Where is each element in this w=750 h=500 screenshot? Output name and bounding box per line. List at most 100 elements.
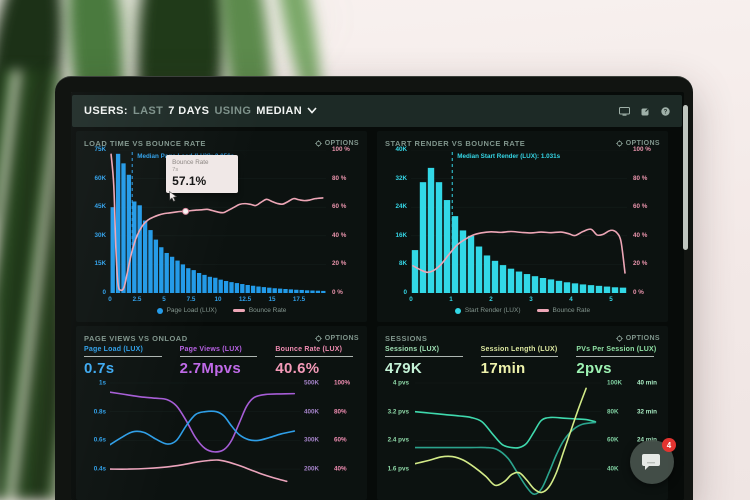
gear-icon [314, 139, 322, 147]
metric-value: 2.7Mpvs [179, 360, 241, 377]
chart-legend: Page Load (LUX) Bounce Rate [76, 307, 367, 314]
load-time-chart[interactable] [110, 150, 326, 293]
options-button[interactable]: OPTIONS [314, 139, 359, 147]
chart-area: 1s 0.8s 0.6s 0.4s 500K 400K 300K 200K 100% 80% 6… [76, 380, 367, 500]
options-button[interactable]: OPTIONS [615, 139, 660, 147]
y-axis-right: 100 % 80 % 60 % 40 % 20 % 0 % [332, 146, 365, 296]
legend-item[interactable]: Bounce Rate [232, 307, 286, 314]
axis-tick-label: 3.2 pvs [387, 408, 409, 416]
axis-tick-label: 45K [94, 203, 106, 211]
x-tick-label: 5 [162, 296, 166, 303]
metric-sessions-lux: Sessions (LUX) 479K [385, 346, 473, 377]
y-axis-left: 75K 60K 45K 30K 15K 0 [78, 146, 106, 296]
topbar-users-label: USERS: [84, 105, 128, 117]
axis-tick-label: 4 pvs [392, 379, 409, 387]
axis-tick-label: 0 [102, 288, 106, 296]
desktop-icon[interactable] [619, 106, 630, 116]
chat-bubble-icon [642, 454, 660, 470]
axis-tick-label: 80K [607, 408, 619, 416]
axis-tick-label: 0 % [332, 288, 343, 296]
metric-label: Bounce Rate (LUX) [275, 346, 343, 353]
panel-title: PAGE VIEWS VS ONLOAD [84, 333, 188, 343]
y-axis-left: 40K 32K 24K 16K 8K 0 [379, 146, 407, 296]
topbar-last-label: LAST [132, 105, 164, 117]
axis-tick-label: 200K [304, 465, 320, 473]
options-label: OPTIONS [324, 139, 359, 147]
panel-load-time-vs-bounce-rate: LOAD TIME VS BOUNCE RATE OPTIONS 75K 60K 4… [76, 131, 367, 322]
axis-tick-label: 60 % [332, 203, 347, 211]
legend-item[interactable]: Bounce Rate [536, 307, 591, 314]
x-tick-label: 2 [489, 296, 493, 303]
legend-line-swatch [232, 309, 245, 312]
start-render-chart[interactable] [411, 150, 627, 293]
share-icon[interactable] [641, 106, 650, 116]
y-axis-right: 100 % 80 % 60 % 40 % 20 % 0 % [633, 146, 666, 296]
axis-tick-label: 0.6s [93, 436, 106, 444]
options-label: OPTIONS [625, 334, 660, 342]
axis-tick-label: 100K [607, 379, 623, 387]
metric-label: Page Views (LUX) [179, 346, 242, 353]
onload-trend-chart[interactable] [110, 380, 300, 500]
axis-tick-label: 20 % [633, 260, 648, 268]
help-icon[interactable]: ? [661, 106, 670, 116]
axis-tick-label: 32K [395, 174, 407, 182]
metric-session-length-lux: Session Length (LUX) 17min [480, 346, 569, 377]
dashboard-topbar: USERS: LAST 7 DAYS USING MEDIAN ? [72, 95, 682, 127]
axis-tick-label: 60 % [633, 203, 648, 211]
legend-dot-swatch [156, 307, 163, 314]
metric-value: 17min [480, 360, 526, 377]
x-tick-label: 17.5 [292, 296, 306, 303]
metric-divider [84, 356, 162, 357]
axis-tick-label: 40% [334, 465, 347, 473]
time-range-selector[interactable]: USERS: LAST 7 DAYS USING MEDIAN [84, 105, 317, 117]
x-tick-label: 10 [214, 296, 222, 303]
axis-tick-label: 40 % [332, 231, 347, 239]
axis-tick-label: 100 % [633, 146, 651, 153]
axis-tick-label: 60% [334, 436, 347, 444]
metric-value: 2pvs [576, 360, 612, 377]
gear-icon [615, 139, 623, 147]
metric-page-views-lux: Page Views (LUX) 2.7Mpvs [179, 346, 268, 377]
metric-row: Page Load (LUX) 0.7s Page Views (LUX) 2.7Mp… [84, 346, 363, 377]
options-button[interactable]: OPTIONS [615, 334, 660, 342]
metric-divider [385, 356, 463, 357]
axis-tick-label: 30K [94, 231, 106, 239]
scrollbar[interactable] [683, 105, 688, 250]
legend-label: Bounce Rate [552, 307, 591, 314]
options-button[interactable]: OPTIONS [314, 334, 359, 342]
axis-tick-label: 2.4 pvs [387, 436, 409, 444]
sessions-trend-chart[interactable] [415, 380, 601, 500]
axis-tick-label: 8K [398, 260, 407, 268]
chart-legend: Start Render (LUX) Bounce Rate [377, 307, 668, 314]
axis-tick-label: 300K [304, 436, 320, 444]
x-tick-label: 4 [569, 296, 573, 303]
axis-tick-label: 60K [94, 174, 106, 182]
svg-text:?: ? [664, 109, 668, 115]
axis-tick-label: 80 % [332, 174, 347, 182]
metric-label: Page Load (LUX) [84, 346, 144, 353]
topbar-using-label: USING [214, 105, 252, 117]
metric-pvs-per-session-lux: PVs Per Session (LUX) 2pvs [576, 346, 664, 377]
axis-tick-label: 40K [607, 465, 619, 473]
leaf-strip [0, 70, 64, 500]
x-tick-label: 15 [268, 296, 276, 303]
gear-icon [314, 334, 322, 342]
options-label: OPTIONS [324, 334, 359, 342]
legend-item[interactable]: Start Render (LUX) [454, 307, 521, 314]
x-tick-label: 1 [449, 296, 453, 303]
legend-label: Page Load (LUX) [166, 307, 217, 314]
metric-row: Sessions (LUX) 479K Session Length (LUX) 17… [385, 346, 664, 377]
axis-tick-label: 15K [94, 260, 106, 268]
axis-tick-label: 32 min [637, 408, 657, 416]
x-tick-label: 12.5 [238, 296, 252, 303]
panel-title: START RENDER VS BOUNCE RATE [385, 138, 526, 148]
topbar-median-label: MEDIAN [256, 105, 303, 117]
x-tick-label: 2.5 [132, 296, 142, 303]
axis-tick-label: 16K [395, 231, 407, 239]
axis-tick-label: 40 min [637, 379, 657, 387]
chat-button[interactable]: 4 [630, 438, 676, 484]
topbar-days-label: 7 DAYS [168, 105, 210, 117]
x-tick-label: 3 [529, 296, 533, 303]
legend-item[interactable]: Page Load (LUX) [156, 307, 217, 314]
